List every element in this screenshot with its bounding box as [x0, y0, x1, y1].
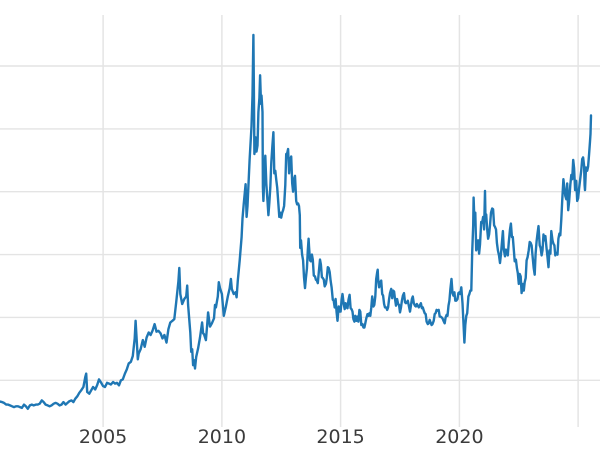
x-axis-tick-labels: 2005 2010 2015 2020 — [79, 426, 484, 448]
price-line-series — [0, 33, 593, 410]
x-gridlines — [102, 15, 579, 427]
x-axis-tick-label: 2015 — [316, 426, 364, 448]
x-axis-tick-label: 2005 — [79, 426, 127, 448]
x-axis-tick-label: 2010 — [198, 426, 246, 448]
x-axis-tick-label: 2020 — [435, 426, 483, 448]
y-gridlines — [0, 65, 600, 381]
